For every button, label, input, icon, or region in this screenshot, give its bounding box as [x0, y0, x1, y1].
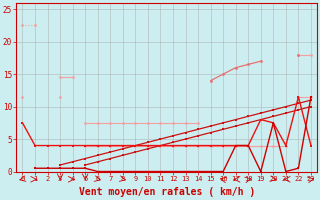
X-axis label: Vent moyen/en rafales ( km/h ): Vent moyen/en rafales ( km/h )	[79, 187, 255, 197]
